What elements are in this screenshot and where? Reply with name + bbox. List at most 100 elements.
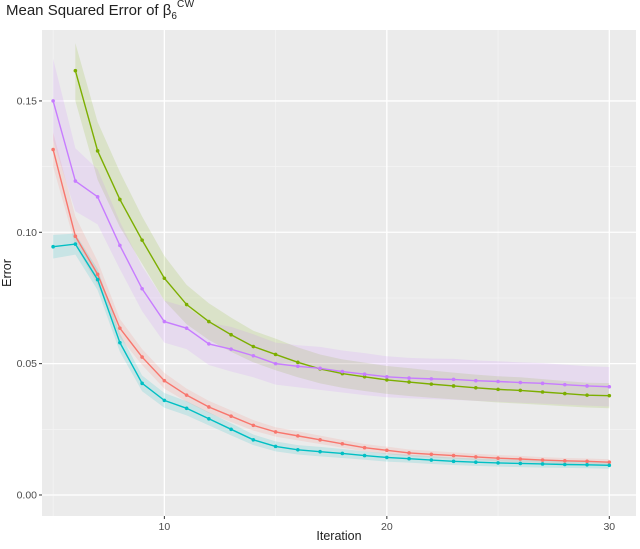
plot-panel [42, 30, 636, 516]
data-point [607, 384, 612, 389]
data-point [362, 374, 367, 379]
chart-title-superscript: CW [176, 0, 195, 10]
axes: 0.00 0.05 0.10 0.15 10 20 30 [17, 95, 616, 533]
y-tick-label: 0.10 [17, 227, 38, 239]
data-point [51, 99, 55, 103]
x-tick-label: 20 [381, 521, 393, 533]
data-point [318, 449, 322, 454]
data-point [362, 445, 367, 450]
data-point [362, 372, 367, 376]
x-axis-label: Iteration [316, 529, 361, 543]
y-tick-label: 0.05 [17, 358, 38, 370]
y-tick-label: 0.15 [17, 95, 38, 107]
data-point [340, 369, 345, 374]
data-point [296, 447, 300, 452]
data-point [340, 441, 345, 446]
data-point [229, 347, 233, 351]
data-point [607, 460, 612, 464]
x-tick-label: 30 [603, 521, 615, 533]
data-point [340, 451, 345, 456]
data-point [474, 460, 478, 464]
data-point [496, 456, 500, 461]
series-line-3 [53, 243, 610, 466]
data-point [385, 374, 389, 379]
data-point [207, 417, 211, 421]
data-point [407, 380, 411, 384]
data-point [207, 405, 211, 409]
data-point [451, 377, 456, 382]
data-point [251, 423, 256, 428]
data-point [451, 459, 456, 464]
data-point [162, 319, 167, 324]
data-point [162, 398, 167, 403]
y-axis-label: Error [0, 259, 14, 287]
data-point [118, 326, 122, 330]
data-point [296, 434, 300, 438]
data-point [51, 147, 55, 152]
data-point [229, 427, 233, 432]
data-point [140, 286, 144, 291]
data-point [73, 242, 78, 246]
data-point [540, 458, 545, 462]
series-1 [51, 147, 612, 464]
data-point [451, 453, 456, 458]
data-point [518, 461, 523, 466]
data-point [140, 238, 144, 242]
series-line-1 [52, 149, 610, 463]
data-point [563, 391, 567, 396]
data-point [273, 430, 278, 434]
chart-title-subscript: 6 [171, 11, 177, 22]
data-point [118, 197, 122, 202]
data-point [607, 463, 612, 468]
gridlines [42, 30, 636, 516]
data-point [273, 361, 278, 366]
data-point [385, 455, 389, 460]
data-point [474, 455, 478, 459]
data-point [184, 302, 189, 307]
data-point [407, 376, 411, 380]
data-point [95, 195, 100, 199]
data-point [251, 344, 256, 349]
data-point [273, 352, 278, 357]
data-point [518, 388, 523, 393]
data-point [184, 393, 189, 397]
data-point [362, 453, 367, 458]
data-point [184, 406, 189, 411]
data-point [95, 149, 100, 153]
data-point [563, 459, 567, 463]
chart-title-accent: ^ [164, 0, 169, 4]
data-point [585, 459, 589, 464]
data-point [296, 360, 300, 365]
data-point [207, 342, 211, 346]
data-point [95, 272, 100, 277]
series-3 [51, 242, 612, 468]
data-point [318, 438, 322, 442]
data-point [585, 462, 589, 467]
data-point [407, 451, 411, 455]
data-point [229, 414, 233, 418]
series-ribbon-3 [53, 233, 610, 469]
data-point [540, 462, 545, 466]
data-point [184, 326, 189, 330]
data-point [73, 234, 78, 239]
data-point [563, 462, 567, 467]
y-tick-label: 0.00 [17, 489, 38, 501]
data-point [140, 381, 144, 386]
data-point [563, 382, 567, 387]
data-point [51, 244, 55, 249]
data-point [585, 393, 589, 397]
series-ribbon-4 [53, 58, 610, 407]
data-point [229, 332, 233, 337]
data-point [429, 458, 434, 462]
data-point [251, 353, 256, 358]
data-point [140, 355, 144, 359]
data-point [496, 379, 500, 384]
x-tick-label: 10 [159, 521, 171, 533]
data-point [385, 448, 389, 453]
data-point [207, 319, 211, 324]
data-point [518, 457, 523, 461]
series-4 [51, 99, 612, 389]
data-point [73, 68, 78, 73]
